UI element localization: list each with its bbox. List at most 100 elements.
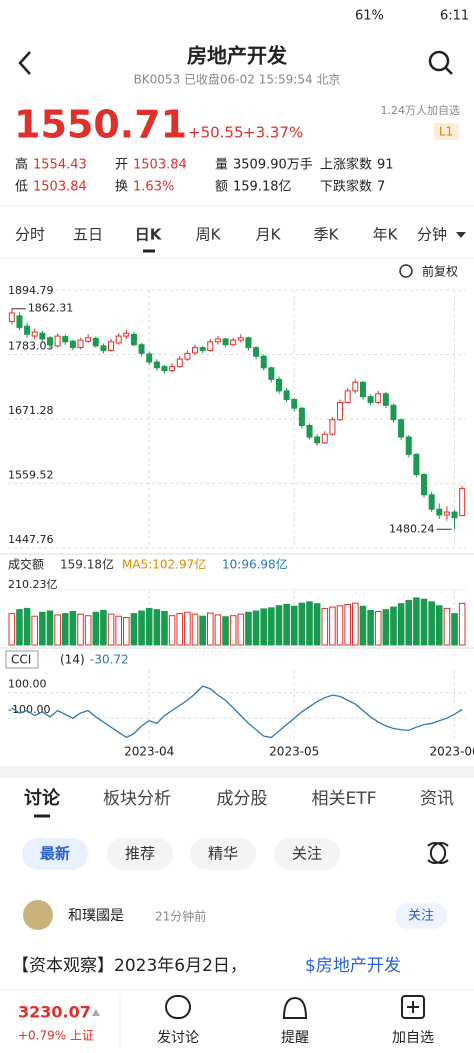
refresh-icon[interactable] [427,842,449,864]
volume-bar [92,611,100,646]
volume-bar [252,610,260,646]
volume-bar [161,611,168,646]
volume-bar [130,613,138,646]
sub-tab-pill[interactable] [190,838,256,870]
discuss-icon[interactable] [165,995,191,1019]
adjust-icon[interactable] [399,264,413,278]
cci-line [11,685,463,739]
sub-tab[interactable]: 最新 [40,845,70,863]
period-tab[interactable]: 周K [196,226,222,244]
discussion-tab[interactable]: 板块分析 [103,789,171,809]
volume-bar [54,614,61,646]
panel-title: CCI [11,653,31,667]
bell-icon[interactable] [282,996,308,1019]
period-tab[interactable]: 月K [256,226,282,244]
sub-tab-pill[interactable] [22,838,88,870]
dropdown-arrow[interactable] [456,232,466,238]
candle-body [16,315,23,328]
action-label[interactable]: 提醒 [281,1030,309,1046]
volume-bar [191,613,199,646]
arrow [92,1009,100,1016]
candle-body [69,340,76,349]
subtitle: BK0053 已收盘06-02 15:59:54 北京 [134,72,341,87]
panel-last: -30.72 [90,653,129,667]
stat-value: 7 [377,180,385,195]
volume-bar [390,606,397,646]
volume-bar [352,602,359,646]
period-tab[interactable]: 年K [373,226,399,244]
change: +50.55 [188,124,244,142]
avatar[interactable] [23,900,53,930]
candle-body [123,332,130,337]
volume-bar [16,609,23,646]
candle-body [451,511,458,519]
cci-box [5,650,39,669]
search-button[interactable] [428,50,450,72]
candle-body [375,393,382,403]
panel-params: (14) [60,653,85,667]
back-button[interactable] [18,51,31,75]
candle-body [138,344,145,354]
sub-tab-pill[interactable] [274,838,340,870]
candle-body [130,333,137,346]
period-tab[interactable]: 分钟 [417,226,447,244]
sub-tab[interactable]: 关注 [292,845,322,863]
volume-bar [428,601,435,646]
follow[interactable]: 关注 [408,909,434,924]
candle-body [398,419,405,438]
period-tab[interactable]: 分时 [15,226,45,244]
candle-body [253,347,260,357]
y-tick-label: 1447.76 [8,533,54,546]
sub-tab-pill[interactable] [107,838,173,870]
volume-bar [245,611,252,646]
candle-body [352,381,359,392]
stat-value: 1.63% [133,180,174,195]
volume-bar [138,610,145,646]
period-tab[interactable]: 五日 [73,226,103,244]
candle-body [291,399,298,409]
stat-value: 1503.84 [33,180,87,195]
level-badge [434,123,459,140]
candle-body [46,337,53,346]
volume-bar [8,613,16,646]
candle-body [222,338,229,346]
follow-button[interactable] [395,903,447,929]
candle-body [367,396,374,403]
add-icon[interactable] [401,995,425,1019]
sub-tab[interactable]: 推荐 [125,845,155,863]
period-tab[interactable]: 季K [314,226,340,244]
stat-label: 换 [115,180,128,195]
adjust[interactable]: 前复权 [422,264,458,279]
discussion-tab[interactable]: 资讯 [420,789,454,809]
volume-bar [260,608,268,646]
discussion-tab[interactable]: 相关ETF [312,789,377,809]
candle-body [382,393,389,406]
candle-body [176,358,183,368]
candle-body [329,419,336,435]
candle-body [268,367,275,380]
candle-body [146,353,153,363]
user[interactable]: 和璞國是 [68,908,124,924]
post-link[interactable]: $房地产开发 [305,956,401,976]
discussion-tab[interactable]: 讨论 [24,787,61,809]
change-pct: +3.37% [243,124,303,142]
candle-body [54,335,61,347]
action-label[interactable]: 加自选 [392,1030,434,1046]
candle-body [283,390,290,401]
sub-tab[interactable]: 精华 [208,845,238,863]
volume-bar [275,605,283,646]
candle-body [428,494,435,510]
candle-body [306,425,313,438]
period-tab[interactable]: 日K [135,226,163,244]
legend-entry: 10:96.98亿 [222,557,288,572]
candle-body [92,337,99,347]
volume-bar [229,615,237,646]
min-label: 1480.24 [389,522,435,535]
volume-bar [359,605,367,646]
volume-bar [184,611,191,646]
volume-bar [77,613,84,646]
discussion-tab[interactable]: 成分股 [217,789,268,809]
action-label[interactable]: 发讨论 [157,1030,199,1046]
y-tick-label: 1671.28 [8,404,54,417]
